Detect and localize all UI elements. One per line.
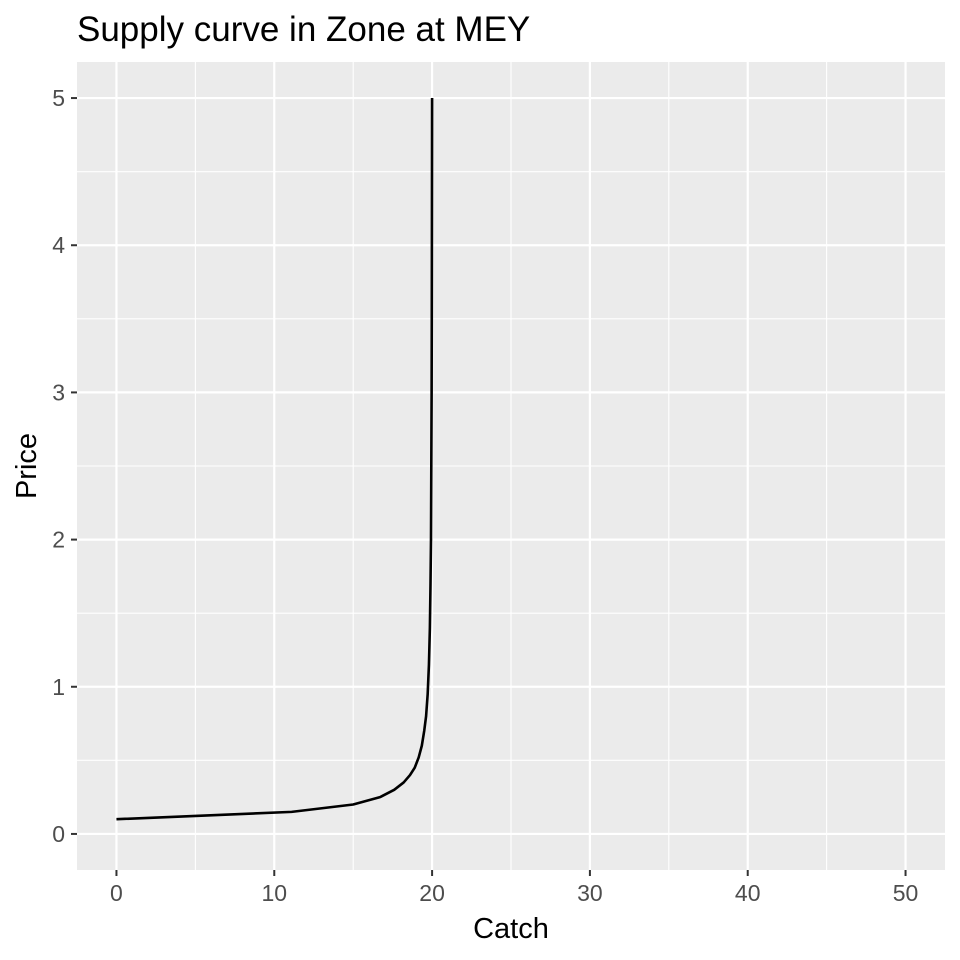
chart-title: Supply curve in Zone at MEY — [77, 10, 530, 49]
minor-gridlines — [77, 62, 945, 870]
y-tick-label: 5 — [52, 85, 65, 111]
y-tick-label: 1 — [52, 674, 65, 700]
y-tick-label: 4 — [52, 232, 65, 258]
x-tick-label: 10 — [261, 880, 287, 906]
x-tick-label: 30 — [577, 880, 603, 906]
x-axis-ticks: 0 10 20 30 40 50 — [110, 870, 918, 906]
x-axis-title: Catch — [473, 913, 549, 945]
x-tick-label: 50 — [893, 880, 919, 906]
y-tick-label: 3 — [52, 379, 65, 405]
supply-curve-line — [116, 98, 434, 821]
y-axis-ticks: 0 1 2 3 4 5 — [52, 85, 77, 847]
y-tick-label: 2 — [52, 527, 65, 553]
y-tick-label: 0 — [52, 821, 65, 847]
x-tick-label: 0 — [110, 880, 123, 906]
x-tick-label: 20 — [419, 880, 445, 906]
y-axis-title: Price — [11, 433, 43, 499]
x-tick-label: 40 — [735, 880, 761, 906]
